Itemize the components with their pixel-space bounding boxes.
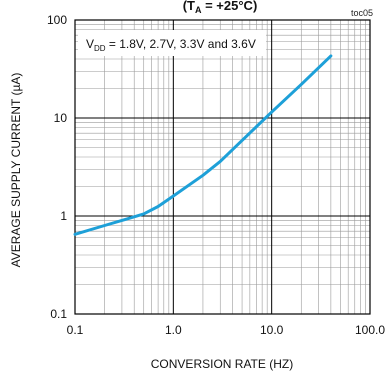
x-tick-label: 0.1 [67, 323, 84, 337]
grid [74, 19, 371, 315]
figure-code: toc05 [351, 8, 373, 18]
x-tick-labels: 0.1 1.0 10.0 100.0 [67, 323, 386, 337]
chart-title: (TA = +25°C) [183, 0, 258, 15]
x-axis-title: CONVERSION RATE (HZ) [151, 357, 293, 371]
series-layer [73, 54, 333, 236]
y-tick-label: 100 [47, 13, 67, 27]
vdd-annotation: VDD = 1.8V, 2.7V, 3.3V and 3.6V [86, 37, 256, 53]
y-tick-labels: 0.1 1 10 100 [47, 13, 67, 321]
plot-frame [74, 19, 371, 315]
annotation-box [78, 30, 266, 56]
y-axis-title: AVERAGE SUPPLY CURRENT (µA) [9, 73, 23, 268]
plot-border [74, 19, 371, 315]
y-tick-label: 10 [54, 111, 68, 125]
y-tick-label: 1 [60, 209, 67, 223]
x-tick-label: 100.0 [355, 323, 385, 337]
y-tick-label: 0.1 [50, 307, 67, 321]
x-tick-label: 10.0 [260, 323, 284, 337]
x-tick-label: 1.0 [165, 323, 182, 337]
series-line-0 [73, 54, 333, 236]
